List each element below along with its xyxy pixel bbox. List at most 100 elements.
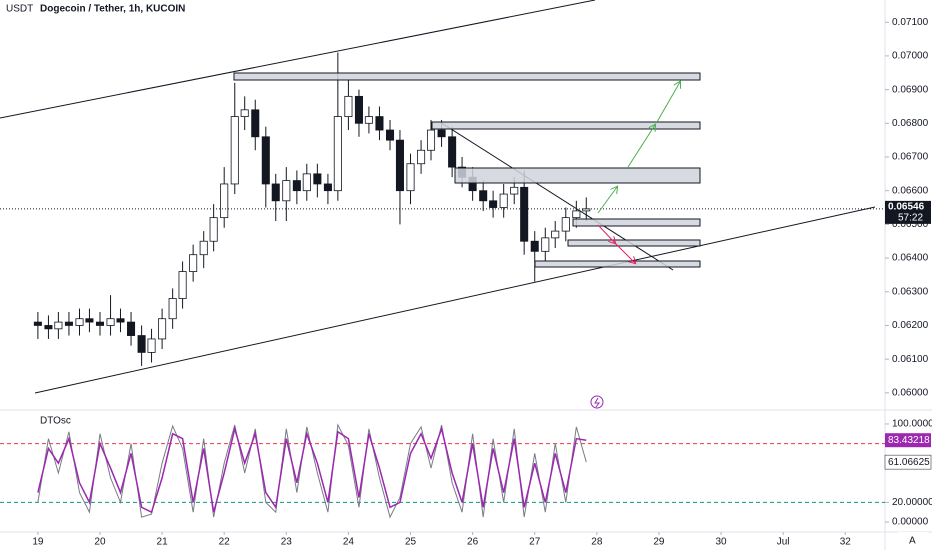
arrow: [597, 224, 615, 243]
candle-body: [572, 210, 581, 219]
candle-body: [64, 321, 73, 326]
candle-body: [251, 109, 260, 138]
candle-body: [261, 136, 270, 185]
countdown: 57:22: [898, 213, 923, 224]
y-tick-label: 0.00000: [892, 517, 929, 528]
candle-body: [85, 318, 94, 323]
candle-body: [313, 173, 322, 185]
y-tick-label: 20.00000: [892, 497, 932, 508]
drawings: [0, 0, 876, 409]
x-tick-label: 22: [219, 537, 231, 548]
x-tick-label: 23: [281, 537, 293, 548]
scale-button-bg[interactable]: [898, 532, 928, 550]
y-tick-label: 0.06300: [892, 286, 929, 297]
candle-body: [395, 139, 404, 192]
candle-body: [364, 116, 373, 124]
candle-body: [406, 163, 415, 192]
value-badge: [885, 433, 931, 448]
y-tick-label: 0.06400: [892, 253, 929, 264]
candle-body: [209, 217, 218, 242]
candle-body: [520, 186, 529, 242]
x-tick-label: 24: [343, 537, 355, 548]
candle-body: [333, 116, 342, 192]
last-price-label: 0.06546: [888, 202, 925, 213]
zone: [572, 218, 701, 227]
arrow: [614, 242, 635, 263]
event-icon-bolt: [594, 397, 600, 408]
value-badge: [884, 454, 932, 470]
indicator-title: DTOsc: [40, 416, 71, 427]
candle-body: [271, 183, 280, 202]
x-tick-label: 25: [405, 537, 417, 548]
candle-body: [437, 129, 446, 138]
candle-body: [344, 95, 353, 117]
candle-body: [510, 186, 519, 195]
candle-body: [54, 321, 63, 330]
candle-body: [530, 240, 539, 252]
x-tick-label: 26: [467, 537, 479, 548]
candle-body: [479, 190, 488, 202]
x-tick-label: Jul: [777, 537, 790, 548]
y-tick-label: 0.06600: [892, 185, 929, 196]
candle-body: [44, 325, 53, 330]
candle-body: [137, 335, 146, 353]
candle-body: [75, 318, 84, 326]
candle-body: [448, 136, 457, 168]
zone: [534, 260, 701, 268]
candle-body: [375, 116, 384, 131]
candle-body: [426, 129, 436, 151]
candle-body: [302, 173, 311, 192]
zone: [233, 72, 701, 81]
candle-body: [199, 240, 208, 256]
candle-body: [323, 183, 332, 192]
indicator-line: [37, 425, 587, 514]
trend-line: [34, 206, 876, 394]
candle-body: [354, 95, 363, 124]
candle-body: [541, 237, 550, 252]
zone: [454, 167, 701, 184]
indicator-line: [37, 423, 587, 519]
candle-body: [178, 271, 187, 299]
zone: [567, 239, 701, 247]
candle-body: [147, 338, 156, 353]
y-tick-label: 0.06900: [892, 84, 929, 95]
y-tick-label: 0.06500: [892, 219, 929, 230]
candle-body: [158, 318, 167, 340]
y-tick-label: 0.06100: [892, 354, 929, 365]
candle-body: [106, 318, 115, 326]
x-tick-label: 19: [32, 537, 44, 548]
x-tick-label: 20: [94, 537, 106, 548]
candle-body: [33, 321, 42, 326]
x-tick-label: 21: [157, 537, 169, 548]
candle-body: [561, 217, 570, 232]
y-tick-label: 0.07100: [892, 17, 929, 28]
arrow: [627, 125, 655, 168]
arrow: [656, 82, 680, 123]
candle-body: [127, 321, 136, 336]
candle-body: [417, 149, 426, 165]
candle-body: [168, 298, 177, 320]
candle-body: [282, 180, 291, 202]
y-tick-label: 0.06800: [892, 118, 929, 129]
y-tick-label: 0.06000: [892, 387, 929, 398]
chart-title: Dogecoin / Tether, 1h, KUCOIN: [40, 4, 185, 15]
x-tick-label: 29: [653, 537, 665, 548]
candle-body: [551, 230, 560, 239]
candle-body: [385, 129, 395, 141]
y-tick-label: 100.00000: [892, 419, 932, 430]
y-tick-label: 0.06200: [892, 320, 929, 331]
event-icon[interactable]: [590, 395, 604, 409]
value-badge-label: 61.06625: [888, 457, 930, 468]
candle-body: [220, 183, 229, 219]
y-tick-label: 0.07000: [892, 51, 929, 62]
candle-body: [489, 200, 498, 208]
value-badge-label: 83.43218: [888, 435, 930, 446]
arrow: [597, 187, 617, 214]
scale-button[interactable]: A: [909, 536, 916, 547]
candle-body: [230, 116, 239, 185]
x-tick-label: 30: [715, 537, 727, 548]
candle-body: [499, 193, 508, 208]
x-tick-label: 27: [529, 537, 541, 548]
trend-line: [439, 121, 674, 271]
